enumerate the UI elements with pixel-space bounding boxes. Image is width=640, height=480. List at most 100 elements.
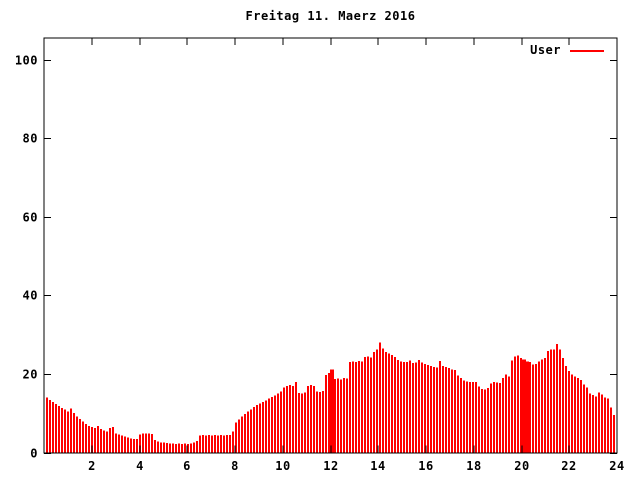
- bar: [589, 393, 591, 453]
- bar: [427, 365, 429, 453]
- bar: [499, 383, 501, 453]
- bar: [522, 359, 526, 453]
- bar: [415, 362, 417, 453]
- bar: [343, 377, 345, 453]
- bar: [505, 374, 507, 453]
- x-tick-label: 8: [231, 459, 239, 473]
- bar: [457, 375, 459, 453]
- bar: [97, 426, 99, 453]
- bar: [250, 409, 252, 453]
- bar: [157, 441, 159, 453]
- bar: [445, 366, 447, 453]
- x-tick-label: 12: [323, 459, 338, 473]
- bar: [604, 397, 606, 453]
- bar: [469, 381, 471, 453]
- bar: [316, 391, 318, 453]
- bar: [172, 443, 174, 453]
- bar: [496, 382, 498, 453]
- bar: [330, 369, 334, 453]
- bar: [151, 434, 153, 453]
- bar: [106, 431, 108, 453]
- bar: [313, 386, 315, 453]
- bar: [466, 381, 468, 453]
- x-tick-label: 14: [370, 459, 385, 473]
- bar: [379, 342, 381, 453]
- bar: [430, 366, 432, 453]
- bar: [610, 407, 612, 453]
- y-tick-label: 80: [23, 132, 38, 146]
- bar: [274, 395, 276, 453]
- bar: [262, 401, 264, 453]
- bar: [103, 430, 105, 453]
- bar: [439, 361, 441, 453]
- bar: [304, 392, 306, 453]
- bar: [187, 443, 189, 453]
- bar: [571, 374, 573, 453]
- bar: [163, 442, 165, 453]
- bar: [442, 365, 444, 453]
- bar: [70, 408, 72, 453]
- bar: [340, 379, 342, 453]
- bar: [310, 385, 312, 453]
- bar: [541, 359, 543, 453]
- x-tick-label: 2: [88, 459, 96, 473]
- legend-line-sample: [570, 49, 604, 52]
- bar: [553, 349, 555, 453]
- bar: [403, 362, 405, 453]
- bar: [211, 435, 213, 453]
- bar: [481, 388, 483, 453]
- bar: [124, 436, 126, 453]
- bar: [397, 359, 399, 453]
- bar: [511, 360, 513, 453]
- bar: [493, 382, 495, 453]
- bar: [46, 397, 48, 453]
- bar: [181, 443, 183, 453]
- bar: [202, 435, 204, 453]
- bar: [49, 399, 51, 453]
- bar: [244, 414, 246, 453]
- bar: [592, 395, 594, 453]
- y-tick-label: 60: [23, 211, 38, 225]
- bar: [79, 419, 81, 453]
- x-tick-label: 10: [275, 459, 290, 473]
- bar: [205, 435, 207, 453]
- bar: [55, 404, 57, 453]
- bar: [64, 409, 66, 453]
- x-tick-label: 20: [514, 459, 529, 473]
- bar: [550, 349, 552, 453]
- bar: [325, 374, 327, 453]
- bar: [82, 421, 84, 453]
- bar: [607, 398, 609, 453]
- bar: [193, 442, 195, 453]
- bar: [292, 385, 294, 453]
- bar: [298, 392, 300, 453]
- bar: [256, 405, 258, 453]
- y-tick-label: 40: [23, 289, 38, 303]
- y-tick-label: 0: [30, 447, 38, 461]
- bar: [583, 384, 585, 453]
- bar: [295, 381, 297, 453]
- bar: [301, 393, 303, 453]
- bar: [358, 361, 360, 453]
- x-tick-label: 24: [609, 459, 624, 473]
- bar: [247, 411, 249, 453]
- bar: [91, 427, 93, 453]
- y-tick-label: 100: [15, 54, 38, 68]
- bar: [535, 363, 537, 453]
- bar: [487, 388, 489, 453]
- bar: [220, 435, 222, 453]
- bar: [565, 366, 567, 453]
- bar: [400, 361, 402, 453]
- bar: [568, 371, 570, 453]
- bar: [118, 434, 120, 453]
- bar: [598, 392, 600, 453]
- bar: [547, 351, 549, 453]
- bar: [52, 401, 54, 453]
- bar: [142, 433, 144, 453]
- bar: [601, 394, 603, 453]
- bar: [208, 435, 210, 453]
- bar: [478, 386, 480, 453]
- x-tick-label: 16: [418, 459, 433, 473]
